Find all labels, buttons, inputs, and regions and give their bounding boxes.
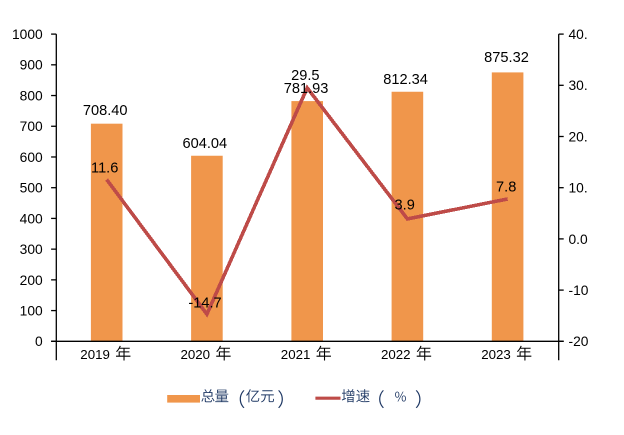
svg-text:2021: 2021 bbox=[281, 347, 311, 362]
svg-text:2022: 2022 bbox=[381, 347, 411, 362]
svg-text:40.: 40. bbox=[569, 27, 588, 42]
svg-text:200: 200 bbox=[20, 273, 43, 288]
svg-text:781.93: 781.93 bbox=[284, 81, 329, 97]
svg-text:2020: 2020 bbox=[181, 347, 211, 362]
svg-text:7.8: 7.8 bbox=[496, 180, 516, 196]
svg-text:10.: 10. bbox=[569, 181, 588, 196]
svg-text:400: 400 bbox=[20, 211, 43, 226]
svg-text:-20: -20 bbox=[569, 334, 589, 349]
svg-text:708.40: 708.40 bbox=[83, 103, 128, 119]
svg-text:812.34: 812.34 bbox=[383, 72, 428, 88]
svg-text:2023: 2023 bbox=[481, 347, 511, 362]
svg-text:3.9: 3.9 bbox=[395, 198, 415, 214]
svg-text:30.: 30. bbox=[569, 78, 588, 93]
svg-text:-14.7: -14.7 bbox=[188, 296, 221, 312]
svg-text:11.6: 11.6 bbox=[91, 160, 118, 176]
svg-text:604.04: 604.04 bbox=[182, 136, 227, 152]
svg-text:875.32: 875.32 bbox=[484, 50, 529, 66]
svg-text:300: 300 bbox=[20, 242, 43, 257]
svg-text:700: 700 bbox=[20, 119, 43, 134]
svg-text:0.0: 0.0 bbox=[569, 232, 589, 247]
svg-text:900: 900 bbox=[20, 58, 43, 73]
svg-text:-10: -10 bbox=[569, 283, 589, 298]
svg-text:800: 800 bbox=[20, 88, 43, 103]
svg-text:29.5: 29.5 bbox=[291, 68, 319, 84]
svg-text:100: 100 bbox=[20, 303, 43, 318]
svg-text:500: 500 bbox=[20, 181, 43, 196]
svg-text:600: 600 bbox=[20, 150, 43, 165]
svg-text:20.: 20. bbox=[569, 129, 588, 144]
svg-text:1000: 1000 bbox=[12, 27, 43, 42]
svg-text:0: 0 bbox=[35, 334, 43, 349]
svg-text:2019: 2019 bbox=[80, 347, 110, 362]
